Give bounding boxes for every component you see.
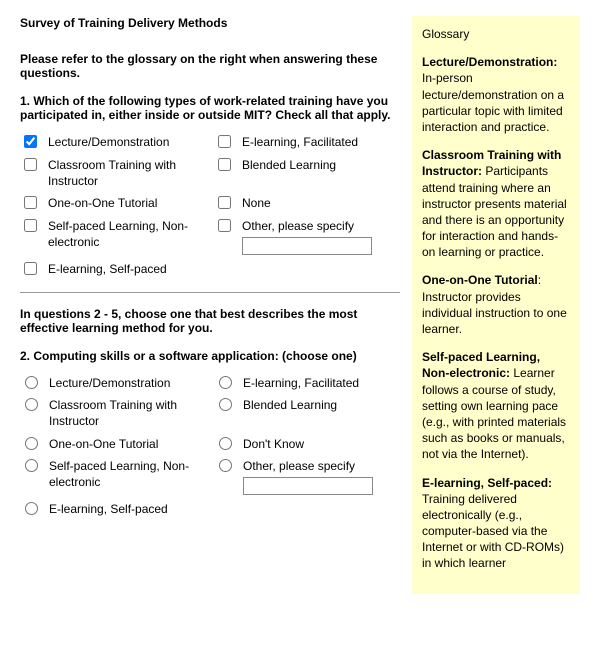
- q1-check-blended[interactable]: [218, 158, 231, 171]
- q1-check-lecture[interactable]: [24, 135, 37, 148]
- q2-radio-other[interactable]: [219, 459, 232, 472]
- q1-check-classroom[interactable]: [24, 158, 37, 171]
- q2-label: Don't Know: [243, 436, 304, 453]
- instruction-1: Please refer to the glossary on the righ…: [20, 52, 400, 80]
- q1-label: E-learning, Facilitated: [242, 134, 358, 151]
- q1-opt-none: None: [214, 195, 400, 212]
- glossary-def: Participants attend training where an in…: [422, 164, 567, 259]
- glossary-entry: Lecture/Demonstration: In-person lecture…: [422, 54, 570, 135]
- q2-label: Blended Learning: [243, 397, 337, 414]
- q1-opt-elearning-self: E-learning, Self-paced: [20, 261, 206, 278]
- q2-label: E-learning, Facilitated: [243, 375, 359, 392]
- glossary-entry: E-learning, Self-paced: Training deliver…: [422, 475, 570, 572]
- glossary-entry: Classroom Training with Instructor: Part…: [422, 147, 570, 260]
- q2-opt-selfpaced: Self-paced Learning, Non-electronic: [20, 458, 206, 495]
- q1-opt-classroom: Classroom Training with Instructor: [20, 157, 206, 189]
- q1-opt-selfpaced: Self-paced Learning, Non-electronic: [20, 218, 206, 255]
- q1-label: Other, please specify: [242, 218, 372, 235]
- glossary-term: E-learning, Self-paced:: [422, 476, 552, 490]
- glossary-title: Glossary: [422, 26, 570, 42]
- page-title: Survey of Training Delivery Methods: [20, 16, 400, 30]
- question-2-text: 2. Computing skills or a software applic…: [20, 349, 400, 363]
- q2-radio-dontknow[interactable]: [219, 437, 232, 450]
- glossary-def: Learner follows a course of study, setti…: [422, 366, 566, 461]
- q2-label: One-on-One Tutorial: [49, 436, 158, 453]
- q1-opt-blended: Blended Learning: [214, 157, 400, 189]
- glossary-term: Lecture/Demonstration:: [422, 55, 557, 69]
- q1-opt-lecture: Lecture/Demonstration: [20, 134, 206, 151]
- q2-radio-blended[interactable]: [219, 398, 232, 411]
- q2-radio-classroom[interactable]: [25, 398, 38, 411]
- q2-opt-other: Other, please specify: [214, 458, 400, 495]
- q2-label: Lecture/Demonstration: [49, 375, 170, 392]
- q1-label: Blended Learning: [242, 157, 336, 174]
- q2-label: Other, please specify: [243, 458, 373, 475]
- q2-opt-oneonone: One-on-One Tutorial: [20, 436, 206, 453]
- section-divider: [20, 292, 400, 293]
- q2-radio-elearning-fac[interactable]: [219, 376, 232, 389]
- glossary-panel: Glossary Lecture/Demonstration: In-perso…: [412, 16, 580, 594]
- glossary-entry: One-on-One Tutorial: Instructor provides…: [422, 272, 570, 337]
- q1-check-other[interactable]: [218, 219, 231, 232]
- q1-label: One-on-One Tutorial: [48, 195, 157, 212]
- q2-opt-elearning-self: E-learning, Self-paced: [20, 501, 206, 518]
- q1-label: Self-paced Learning, Non-electronic: [48, 218, 206, 250]
- q1-label: Classroom Training with Instructor: [48, 157, 206, 189]
- q1-label: None: [242, 195, 271, 212]
- q2-options: Lecture/Demonstration E-learning, Facili…: [20, 375, 400, 518]
- instruction-2: In questions 2 - 5, choose one that best…: [20, 307, 400, 335]
- q1-opt-oneonone: One-on-One Tutorial: [20, 195, 206, 212]
- q2-opt-lecture: Lecture/Demonstration: [20, 375, 206, 392]
- q2-opt-elearning-fac: E-learning, Facilitated: [214, 375, 400, 392]
- q2-label: E-learning, Self-paced: [49, 501, 168, 518]
- q1-label: Lecture/Demonstration: [48, 134, 169, 151]
- q2-opt-blended: Blended Learning: [214, 397, 400, 429]
- q2-opt-classroom: Classroom Training with Instructor: [20, 397, 206, 429]
- q2-label: Classroom Training with Instructor: [49, 397, 206, 429]
- q2-radio-elearning-self[interactable]: [25, 502, 38, 515]
- glossary-entry: Self-paced Learning, Non-electronic: Lea…: [422, 349, 570, 462]
- q2-radio-selfpaced[interactable]: [25, 459, 38, 472]
- glossary-def: Training delivered electronically (e.g.,…: [422, 492, 564, 571]
- q1-label: E-learning, Self-paced: [48, 261, 167, 278]
- glossary-term: One-on-One Tutorial: [422, 273, 538, 287]
- q2-label: Self-paced Learning, Non-electronic: [49, 458, 206, 490]
- q2-radio-oneonone[interactable]: [25, 437, 38, 450]
- q2-radio-lecture[interactable]: [25, 376, 38, 389]
- q2-other-input[interactable]: [243, 477, 373, 495]
- q1-check-none[interactable]: [218, 196, 231, 209]
- q1-check-selfpaced[interactable]: [24, 219, 37, 232]
- q2-opt-dontknow: Don't Know: [214, 436, 400, 453]
- q1-check-oneonone[interactable]: [24, 196, 37, 209]
- q1-other-input[interactable]: [242, 237, 372, 255]
- q1-opt-other: Other, please specify: [214, 218, 400, 255]
- glossary-def: In-person lecture/demonstration on a par…: [422, 71, 564, 134]
- q1-check-elearning-self[interactable]: [24, 262, 37, 275]
- question-1-text: 1. Which of the following types of work-…: [20, 94, 400, 122]
- survey-main: Survey of Training Delivery Methods Plea…: [20, 16, 400, 594]
- q1-opt-elearning-fac: E-learning, Facilitated: [214, 134, 400, 151]
- q1-options: Lecture/Demonstration E-learning, Facili…: [20, 134, 400, 278]
- q1-check-elearning-fac[interactable]: [218, 135, 231, 148]
